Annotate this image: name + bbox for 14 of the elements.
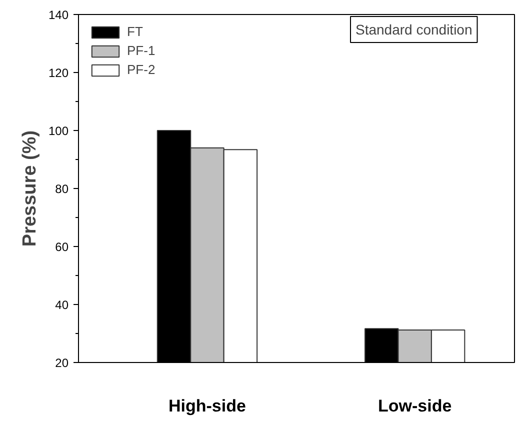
y-tick-label: 120 <box>48 66 69 80</box>
legend-label: PF-2 <box>127 62 156 77</box>
annotation: Standard condition <box>356 22 472 38</box>
y-tick-label: 80 <box>55 182 69 196</box>
x-tick-label: Low-side <box>378 396 452 416</box>
y-tick-label: 60 <box>55 240 69 254</box>
x-tick-label: High-side <box>168 396 246 416</box>
y-tick-label: 40 <box>55 298 69 312</box>
y-tick-label: 140 <box>48 8 69 22</box>
y-axis-title: Pressure (%) <box>19 130 40 247</box>
legend-label: PF-1 <box>127 43 156 58</box>
legend-label: FT <box>127 24 144 39</box>
y-tick-label: 100 <box>48 124 69 138</box>
y-tick-label: 20 <box>55 356 69 370</box>
